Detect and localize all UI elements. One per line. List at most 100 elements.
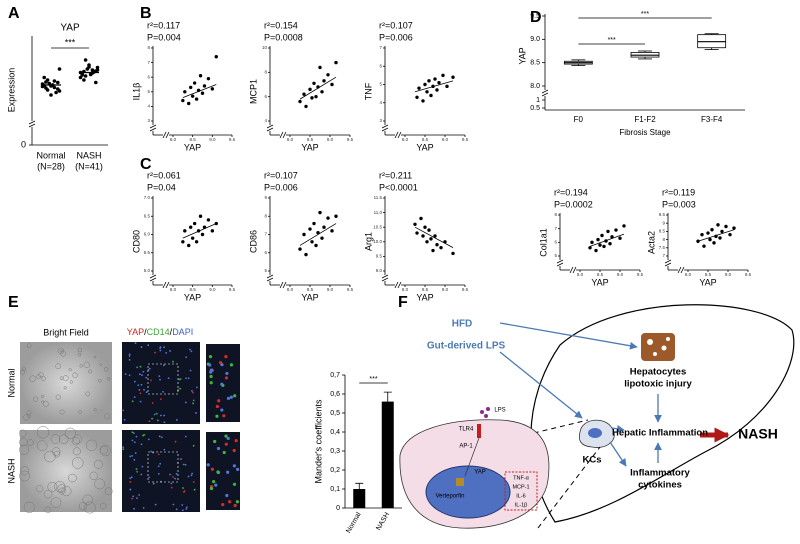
- row-label: Normal: [6, 368, 16, 397]
- annotation: r²=0.117: [147, 20, 180, 30]
- point: [425, 240, 429, 244]
- point: [194, 97, 199, 101]
- inflammation-label: Hepatic Inflammation: [612, 428, 708, 439]
- cell: [107, 377, 111, 381]
- annotation: P=0.0002: [554, 199, 593, 209]
- annotation: P=0.004: [147, 32, 181, 42]
- point: [606, 229, 610, 234]
- cell: [47, 481, 58, 492]
- x-tick-label: 8.0: [170, 287, 177, 292]
- gene-label: MCP-1: [512, 484, 529, 490]
- y-tick-label: 6: [554, 240, 557, 245]
- point: [190, 236, 195, 240]
- column-label: Bright Field: [43, 327, 89, 337]
- y-tick-label: 0,3: [330, 448, 340, 455]
- y-tick-label: 8.5: [659, 229, 666, 234]
- cell: [23, 501, 36, 513]
- fit-line: [182, 223, 217, 239]
- point: [94, 80, 98, 85]
- y-tick-label: 9.5: [530, 13, 540, 20]
- y-tick-label: 7: [264, 232, 267, 237]
- point: [413, 222, 417, 226]
- zoom-cell: [209, 486, 214, 491]
- point: [445, 84, 449, 89]
- axis-break: [569, 266, 577, 274]
- cell: [29, 375, 36, 382]
- y-tick-label: 3: [147, 118, 150, 123]
- kc-label: KCs: [582, 455, 601, 466]
- nucleus: [140, 473, 143, 476]
- y-tick-label: 8: [554, 212, 557, 217]
- y-tick-label: 3: [379, 118, 382, 123]
- y-tick-label: 0,6: [330, 391, 340, 398]
- point: [78, 75, 83, 80]
- point: [88, 72, 93, 77]
- nucleus: [133, 380, 136, 383]
- point: [718, 236, 722, 240]
- significance-label: ***: [608, 37, 616, 44]
- annotation: r²=0.119: [662, 187, 695, 197]
- nucleus: [181, 504, 184, 506]
- x-tick-label: 8.0: [170, 137, 177, 142]
- point: [700, 232, 704, 237]
- point: [87, 65, 91, 69]
- nucleus: [187, 475, 190, 478]
- point: [427, 79, 431, 83]
- x-tick-label: 9.0: [209, 287, 216, 292]
- nucleus: [148, 367, 151, 370]
- nucleus: [143, 433, 146, 436]
- lps-label: LPS: [494, 408, 505, 414]
- point: [326, 216, 330, 220]
- point: [95, 65, 100, 70]
- significance-label: ***: [369, 376, 377, 383]
- nucleus: [145, 391, 148, 394]
- nucleus: [133, 396, 136, 399]
- nucleus: [141, 465, 144, 468]
- zoom-cell: [226, 436, 230, 441]
- point: [602, 244, 606, 249]
- nucleus: [192, 481, 195, 483]
- point: [610, 235, 614, 239]
- nucleus: [172, 360, 174, 363]
- axis-break: [266, 124, 274, 132]
- point: [590, 240, 594, 245]
- cell: [99, 502, 107, 510]
- y-tick-label: 5.0: [144, 268, 151, 273]
- panel-letter: B: [140, 5, 152, 22]
- point: [198, 74, 203, 78]
- zoom-cell: [232, 464, 236, 468]
- y-tick-label: 0: [21, 139, 26, 149]
- point: [423, 82, 427, 87]
- point: [320, 236, 324, 240]
- x-tick-label: 8.5: [705, 272, 712, 277]
- x-tick-label: 8.5: [190, 137, 197, 142]
- nucleus: [191, 472, 194, 475]
- chart-title: YAP: [60, 23, 80, 34]
- bar: [353, 489, 366, 508]
- nucleus: [138, 389, 141, 391]
- point: [56, 80, 60, 85]
- point: [712, 241, 716, 245]
- point: [429, 93, 433, 98]
- point: [451, 251, 455, 256]
- cell: [79, 364, 83, 368]
- fluorescence-image: [122, 342, 200, 424]
- gene-label: TNF-α: [513, 475, 530, 481]
- nucleus: [122, 448, 125, 451]
- point: [415, 231, 419, 235]
- x-axis-label: YAP: [699, 277, 716, 287]
- point: [594, 248, 598, 253]
- y-tick-label: 4: [264, 118, 267, 123]
- nucleus: [155, 412, 158, 415]
- y-axis-label: Mander's coefficients: [313, 399, 323, 484]
- point: [187, 101, 191, 106]
- nucleus: [128, 355, 131, 357]
- zoom-cell: [209, 374, 213, 379]
- zoom-cell: [222, 450, 226, 455]
- zoom-cell: [233, 503, 237, 508]
- zoom-cell: [209, 381, 213, 385]
- nucleus: [165, 352, 168, 354]
- nucleus: [183, 491, 185, 493]
- cell: [69, 380, 73, 384]
- nucleus: [142, 370, 145, 373]
